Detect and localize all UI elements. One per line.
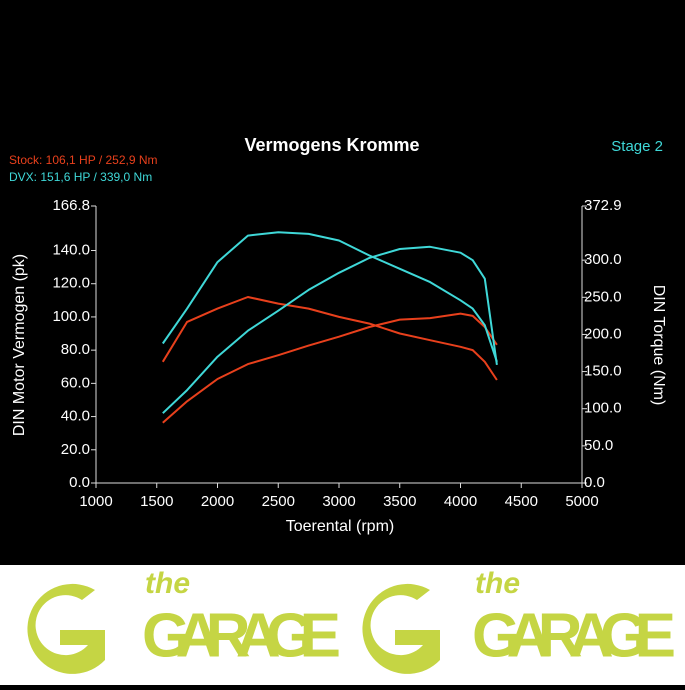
x-tick-label: 3500 bbox=[383, 493, 416, 510]
y2-tick-label: 50.0 bbox=[584, 437, 613, 454]
y-tick-label: 80.0 bbox=[61, 341, 90, 358]
series-line bbox=[161, 231, 498, 363]
y-tick-label: 120.0 bbox=[52, 275, 90, 292]
chart-title: Vermogens Kromme bbox=[244, 135, 419, 155]
x-tick-label: 5000 bbox=[565, 493, 598, 510]
logo-mark bbox=[27, 583, 106, 674]
logo-text: GARAGE bbox=[472, 601, 677, 670]
logo-text: the bbox=[475, 567, 520, 600]
y-axis-title: DIN Motor Vermogen (pk) bbox=[11, 254, 28, 436]
y2-tick-label: 0.0 bbox=[584, 474, 605, 491]
x-tick-label: 4500 bbox=[505, 493, 538, 510]
x-tick-label: 2500 bbox=[262, 493, 295, 510]
y-tick-label: 20.0 bbox=[61, 441, 90, 458]
plot-area: 0.0 20.0 40.0 60.0 80.0 100.0 120.0 140.0 166.8 0… bbox=[9, 153, 622, 510]
y-tick-label: 100.0 bbox=[52, 308, 90, 325]
x-tick-label: 4000 bbox=[444, 493, 477, 510]
x-tick-label: 2000 bbox=[201, 493, 234, 510]
series-line bbox=[161, 296, 498, 381]
logo-mark bbox=[362, 583, 440, 674]
legend-entry: Stock: 106,1 HP / 252,9 Nm bbox=[9, 153, 158, 167]
x-tick-label: 3000 bbox=[322, 493, 355, 510]
banner: the GARAGE the GARAGE bbox=[0, 565, 685, 685]
logo-text: GARAGE bbox=[142, 601, 342, 670]
y-tick-label: 0.0 bbox=[69, 474, 90, 491]
y-tick-label: 140.0 bbox=[52, 241, 90, 258]
y2-tick-label: 200.0 bbox=[584, 325, 622, 342]
series-line bbox=[162, 312, 498, 424]
y2-tick-label: 100.0 bbox=[584, 400, 622, 417]
chart-subtitle: Stage 2 bbox=[611, 138, 663, 155]
banner-background bbox=[0, 565, 685, 685]
y2-tick-label: 250.0 bbox=[584, 288, 622, 305]
series-line bbox=[162, 245, 498, 414]
y2-tick-label: 300.0 bbox=[584, 251, 622, 268]
y-tick-label: 60.0 bbox=[61, 374, 90, 391]
y2-tick-label: 372.9 bbox=[584, 197, 622, 214]
logo-text: the bbox=[145, 567, 190, 600]
y2-tick-label: 150.0 bbox=[584, 363, 622, 380]
x-tick-label: 1500 bbox=[140, 493, 173, 510]
y-tick-label: 40.0 bbox=[61, 408, 90, 425]
x-axis-title: Toerental (rpm) bbox=[286, 518, 394, 535]
legend-entry: DVX: 151,6 HP / 339,0 Nm bbox=[9, 170, 152, 184]
y-tick-label: 166.8 bbox=[52, 197, 90, 214]
x-tick-label: 1000 bbox=[79, 493, 112, 510]
y2-axis-title: DIN Torque (Nm) bbox=[650, 285, 667, 406]
